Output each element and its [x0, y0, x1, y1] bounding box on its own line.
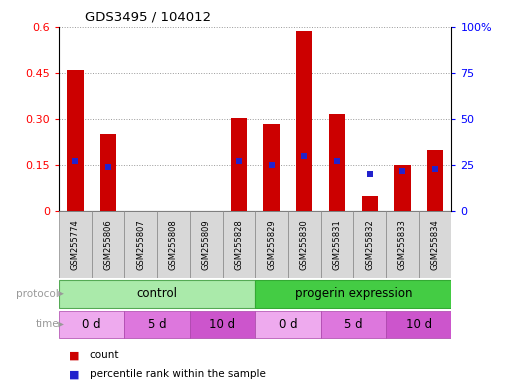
Text: GSM255807: GSM255807 [136, 219, 145, 270]
Text: GSM255834: GSM255834 [430, 219, 440, 270]
Text: GSM255774: GSM255774 [71, 219, 80, 270]
Text: GSM255833: GSM255833 [398, 219, 407, 270]
Bar [419, 211, 451, 278]
Text: GSM255828: GSM255828 [234, 219, 243, 270]
Bar [59, 311, 124, 338]
Bar [190, 211, 223, 278]
Bar [59, 211, 92, 278]
Text: GDS3495 / 104012: GDS3495 / 104012 [85, 10, 211, 23]
Text: control: control [136, 287, 177, 300]
Bar [263, 124, 280, 211]
Text: GSM255809: GSM255809 [202, 220, 211, 270]
Text: 10 d: 10 d [406, 318, 432, 331]
Bar [296, 31, 312, 211]
Text: GSM255806: GSM255806 [104, 219, 112, 270]
Bar [255, 311, 321, 338]
Bar [288, 211, 321, 278]
Bar [321, 211, 353, 278]
Bar [255, 211, 288, 278]
Text: protocol: protocol [16, 289, 59, 299]
Text: GSM255831: GSM255831 [332, 219, 342, 270]
Text: progerin expression: progerin expression [294, 287, 412, 300]
Bar [124, 311, 190, 338]
Text: 10 d: 10 d [209, 318, 235, 331]
Text: 0 d: 0 d [83, 318, 101, 331]
Bar [59, 280, 255, 308]
Text: 5 d: 5 d [344, 318, 363, 331]
Text: GSM255832: GSM255832 [365, 219, 374, 270]
Text: 0 d: 0 d [279, 318, 297, 331]
Bar [223, 211, 255, 278]
Bar [386, 311, 451, 338]
Bar [386, 211, 419, 278]
Text: ■: ■ [69, 350, 80, 360]
Text: GSM255808: GSM255808 [169, 219, 178, 270]
Bar [362, 196, 378, 211]
Text: count: count [90, 350, 120, 360]
Bar [329, 114, 345, 211]
Bar [67, 70, 84, 211]
Bar [124, 211, 157, 278]
Bar [353, 211, 386, 278]
Bar [321, 311, 386, 338]
Text: GSM255830: GSM255830 [300, 219, 309, 270]
Bar [394, 165, 410, 211]
Text: 5 d: 5 d [148, 318, 166, 331]
Text: ■: ■ [69, 369, 80, 379]
Bar [190, 311, 255, 338]
Text: GSM255829: GSM255829 [267, 220, 276, 270]
Text: percentile rank within the sample: percentile rank within the sample [90, 369, 266, 379]
Bar [100, 134, 116, 211]
Bar [92, 211, 125, 278]
Text: time: time [35, 319, 59, 329]
Bar [427, 150, 443, 211]
Bar [157, 211, 190, 278]
Bar [255, 280, 451, 308]
Bar [231, 118, 247, 211]
